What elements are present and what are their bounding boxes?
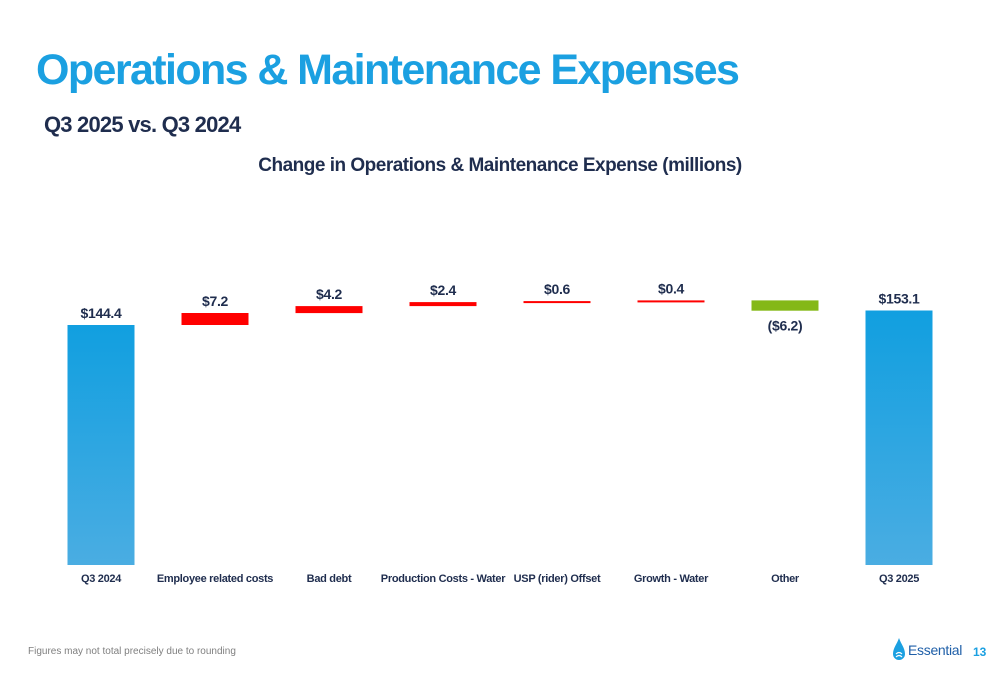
essential-logo: Essential (892, 636, 962, 664)
data-label-usp-rider-offset: $0.6 (544, 281, 571, 297)
page-subtitle: Q3 2025 vs. Q3 2024 (44, 112, 241, 137)
tick-label-q3-2024: Q3 2024 (81, 573, 122, 585)
water-drop-icon (893, 638, 905, 660)
data-label-growth-water: $0.4 (658, 280, 685, 296)
chart-data-labels: $144.4 $7.2 $4.2 $2.4 $0.6 $0.4 ($6.2) $153.1 (80, 280, 920, 333)
tick-label-employee-related-costs: Employee related costs (157, 573, 273, 585)
tick-label-q3-2025: Q3 2025 (879, 573, 919, 585)
tick-label-growth-water: Growth - Water (634, 573, 709, 585)
data-label-bad-debt: $4.2 (316, 286, 343, 302)
bar-employee-related-costs (181, 313, 249, 325)
footnote: Figures may not total precisely due to r… (28, 646, 236, 657)
chart-title: Change in Operations & Maintenance Expen… (258, 155, 742, 176)
tick-label-bad-debt: Bad debt (307, 573, 352, 585)
chart-bars (67, 300, 933, 565)
bar-production-costs-water (409, 302, 477, 307)
tick-label-other: Other (771, 573, 800, 585)
bar-q3-2024 (67, 325, 135, 565)
data-label-q3-2024: $144.4 (80, 305, 122, 321)
waterfall-chart: Change in Operations & Maintenance Expen… (67, 155, 933, 585)
bar-usp-rider-offset (523, 301, 591, 304)
tick-label-production-costs-water: Production Costs - Water (381, 573, 506, 585)
data-label-employee-related-costs: $7.2 (202, 293, 229, 309)
data-label-other: ($6.2) (768, 318, 803, 334)
bar-q3-2025 (865, 310, 933, 565)
data-label-q3-2025: $153.1 (878, 291, 920, 307)
data-label-production-costs-water: $2.4 (430, 282, 457, 298)
page-number: 13 (973, 645, 987, 659)
tick-label-usp-rider-offset: USP (rider) Offset (514, 573, 601, 585)
logo-text: Essential (908, 642, 963, 658)
bar-bad-debt (295, 306, 363, 314)
bar-growth-water (637, 300, 705, 303)
chart-x-axis: Q3 2024 Employee related costs Bad debt Pro… (81, 573, 920, 585)
bar-other (751, 300, 819, 311)
page-title: Operations & Maintenance Expenses (36, 46, 740, 94)
